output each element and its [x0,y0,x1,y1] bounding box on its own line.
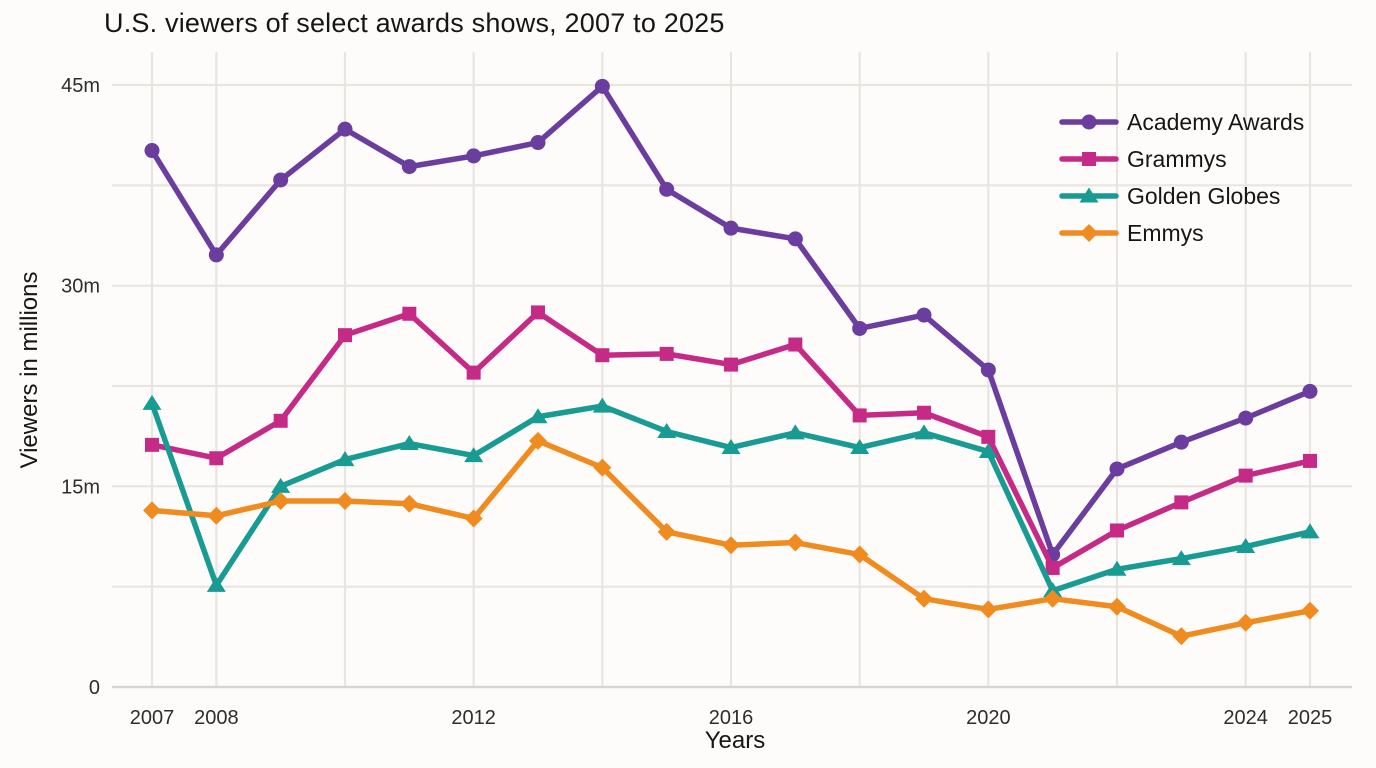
data-point-academy-awards [980,362,996,378]
data-point-emmys [657,522,676,541]
data-point-emmys [850,545,869,564]
data-point-emmys [1043,589,1062,608]
data-point-grammys [531,305,545,320]
data-point-emmys [786,533,805,552]
data-point-grammys [917,405,931,420]
x-tick-label: 2007 [130,707,175,729]
data-point-academy-awards [337,121,353,137]
legend-label-academy-awards: Academy Awards [1127,109,1304,135]
x-tick-label: 2012 [451,707,496,729]
data-point-emmys [1172,627,1191,646]
data-point-golden-globes [142,394,162,410]
data-point-golden-globes [721,439,741,455]
data-point-golden-globes [785,424,805,440]
data-point-grammys [659,346,674,361]
x-tick-label: 2024 [1223,707,1268,729]
data-point-academy-awards [401,159,417,175]
data-point-golden-globes [335,451,355,467]
data-point-grammys [209,451,224,466]
data-point-academy-awards [144,143,160,159]
chart-title: U.S. viewers of select awards shows, 200… [104,8,725,38]
data-point-emmys [207,506,226,525]
x-tick-label: 2008 [194,707,239,729]
legend-swatch-marker-academy-awards [1081,114,1097,130]
data-point-golden-globes [1043,582,1063,598]
data-point-grammys [1045,560,1060,575]
data-point-grammys [981,429,996,444]
data-point-emmys [1236,613,1255,632]
data-point-academy-awards [208,247,224,263]
data-point-golden-globes [657,422,677,438]
data-point-emmys [979,600,998,619]
data-point-academy-awards [852,320,868,336]
data-point-grammys [1174,495,1189,510]
data-point-academy-awards [787,231,803,247]
y-tick-label: 30m [61,276,100,298]
legend-label-emmys: Emmys [1127,220,1204,246]
legend-swatch-marker-golden-globes [1079,187,1099,203]
data-point-grammys [466,365,481,380]
y-tick-label: 0 [89,677,100,699]
legend-swatch-marker-emmys [1080,224,1098,242]
legend-label-golden-globes: Golden Globes [1127,183,1280,209]
data-point-grammys [1303,453,1317,468]
data-point-grammys [338,328,352,343]
data-point-emmys [400,494,419,513]
data-point-grammys [788,337,803,352]
data-point-golden-globes [914,424,934,440]
data-point-golden-globes [1236,538,1256,554]
data-point-academy-awards [466,148,482,164]
data-point-golden-globes [271,477,291,493]
data-point-golden-globes [1300,523,1320,539]
data-point-academy-awards [273,172,289,188]
data-point-golden-globes [528,408,548,424]
data-point-emmys [593,458,612,477]
data-point-academy-awards [1302,383,1318,399]
data-point-golden-globes [464,447,484,463]
data-point-academy-awards [594,78,610,94]
y-axis-title: Viewers in millions [16,271,43,469]
y-tick-label: 15m [61,476,100,498]
data-point-emmys [336,492,354,511]
data-point-grammys [273,413,288,428]
data-point-grammys [402,306,417,321]
data-point-golden-globes [1107,560,1127,576]
data-point-academy-awards [530,135,546,151]
data-point-emmys [1108,597,1126,616]
data-point-academy-awards [1238,410,1254,426]
data-point-grammys [1238,468,1253,483]
data-point-academy-awards [1173,434,1189,450]
x-tick-label: 2025 [1288,707,1333,729]
data-point-golden-globes [1171,550,1191,566]
data-point-emmys [722,536,740,555]
data-point-golden-globes [850,439,870,455]
data-point-golden-globes [206,576,226,592]
data-point-golden-globes [399,435,419,451]
data-point-golden-globes [592,397,612,413]
data-point-academy-awards [723,220,739,236]
data-point-emmys [915,589,933,608]
y-tick-label: 45m [61,75,100,97]
data-point-emmys [271,492,290,511]
legend-swatch-marker-grammys [1082,152,1096,166]
data-point-academy-awards [659,181,675,197]
data-point-grammys [724,357,738,372]
x-axis-title: Years [704,727,766,754]
x-tick-label: 2020 [966,707,1011,729]
data-point-grammys [852,408,867,423]
data-point-emmys [143,501,161,520]
data-point-emmys [529,431,547,450]
data-point-emmys [464,509,483,528]
data-point-grammys [595,348,610,363]
data-point-academy-awards [1109,461,1125,477]
data-point-emmys [1301,601,1319,620]
legend-label-grammys: Grammys [1127,146,1227,172]
data-point-grammys [1110,523,1124,538]
x-tick-label: 2016 [709,707,754,729]
data-point-academy-awards [916,307,932,323]
data-point-grammys [145,437,159,452]
data-point-golden-globes [978,443,998,459]
